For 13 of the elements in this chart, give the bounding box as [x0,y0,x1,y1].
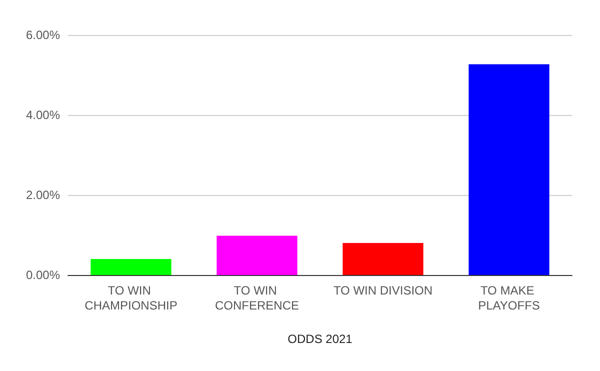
x-axis-title: ODDS 2021 [288,332,353,346]
y-tick-label: 6.00% [26,28,60,42]
y-tick-label: 2.00% [26,188,60,202]
bar [342,243,424,275]
x-tick-label: TO WIN DIVISION [333,284,433,298]
bar [216,236,298,275]
bar [468,64,550,275]
y-tick-label: 0.00% [26,268,60,282]
x-tick-label: TO WIN CONFERENCE [214,284,300,312]
bar [90,259,172,275]
x-tick-label: TO MAKE PLAYOFFS [478,284,540,312]
y-tick-label: 4.00% [26,108,60,122]
x-tick-label: TO WIN CHAMPIONSHIP [84,284,178,312]
